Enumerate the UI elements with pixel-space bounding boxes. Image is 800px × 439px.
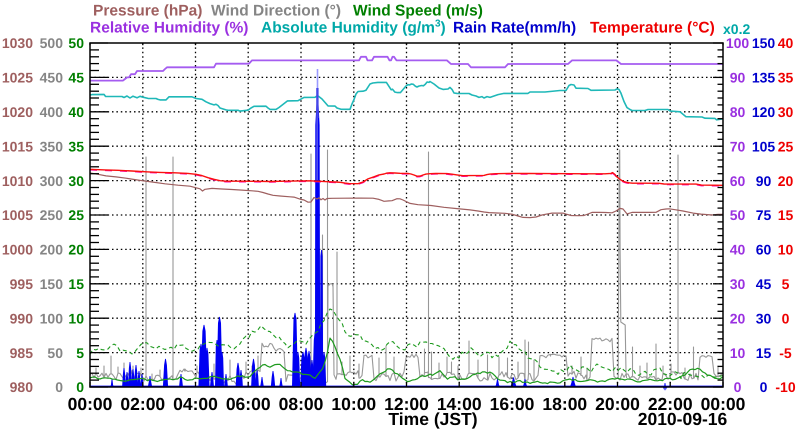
svg-text:50: 50 bbox=[68, 35, 84, 51]
svg-text:04:00: 04:00 bbox=[173, 394, 218, 414]
svg-text:75: 75 bbox=[756, 207, 772, 223]
svg-text:-5: -5 bbox=[779, 345, 792, 361]
svg-text:10: 10 bbox=[730, 345, 746, 361]
svg-text:20: 20 bbox=[730, 310, 746, 326]
svg-text:60: 60 bbox=[756, 242, 772, 258]
svg-text:90: 90 bbox=[730, 70, 746, 86]
svg-text:06:00: 06:00 bbox=[226, 394, 271, 414]
svg-text:02:00: 02:00 bbox=[120, 394, 165, 414]
svg-text:Absolute Humidity (g/m3): Absolute Humidity (g/m3) bbox=[261, 19, 446, 37]
svg-text:45: 45 bbox=[756, 276, 772, 292]
svg-text:5: 5 bbox=[782, 276, 790, 292]
svg-text:120: 120 bbox=[752, 104, 776, 120]
svg-text:18:00: 18:00 bbox=[542, 394, 587, 414]
svg-text:100: 100 bbox=[40, 310, 64, 326]
svg-text:350: 350 bbox=[40, 138, 64, 154]
svg-text:980: 980 bbox=[10, 379, 34, 395]
svg-text:990: 990 bbox=[10, 310, 34, 326]
svg-text:1005: 1005 bbox=[2, 207, 33, 223]
svg-text:5: 5 bbox=[76, 345, 84, 361]
svg-text:135: 135 bbox=[752, 70, 776, 86]
svg-text:30: 30 bbox=[730, 276, 746, 292]
svg-text:50: 50 bbox=[730, 207, 746, 223]
svg-text:70: 70 bbox=[730, 138, 746, 154]
svg-text:105: 105 bbox=[752, 138, 776, 154]
svg-text:08:00: 08:00 bbox=[279, 394, 324, 414]
svg-text:10: 10 bbox=[68, 310, 84, 326]
svg-text:150: 150 bbox=[40, 276, 64, 292]
svg-text:400: 400 bbox=[40, 104, 64, 120]
svg-text:12:00: 12:00 bbox=[384, 394, 429, 414]
svg-text:Relative Humidity (%): Relative Humidity (%) bbox=[90, 20, 248, 37]
svg-text:150: 150 bbox=[752, 35, 776, 51]
svg-text:20: 20 bbox=[778, 173, 794, 189]
svg-text:25: 25 bbox=[68, 207, 84, 223]
svg-text:0: 0 bbox=[55, 379, 63, 395]
svg-text:40: 40 bbox=[778, 35, 794, 51]
svg-text:Wind Speed (m/s): Wind Speed (m/s) bbox=[353, 3, 483, 20]
svg-text:200: 200 bbox=[40, 242, 64, 258]
svg-text:35: 35 bbox=[778, 70, 794, 86]
svg-text:60: 60 bbox=[730, 173, 746, 189]
svg-text:985: 985 bbox=[10, 345, 34, 361]
svg-text:250: 250 bbox=[40, 207, 64, 223]
svg-text:45: 45 bbox=[68, 70, 84, 86]
svg-text:500: 500 bbox=[40, 35, 64, 51]
svg-text:0: 0 bbox=[76, 379, 84, 395]
svg-text:15: 15 bbox=[756, 345, 772, 361]
svg-text:16:00: 16:00 bbox=[490, 394, 535, 414]
svg-text:1030: 1030 bbox=[2, 35, 33, 51]
svg-text:Pressure (hPa): Pressure (hPa) bbox=[93, 3, 202, 20]
svg-text:1020: 1020 bbox=[2, 104, 33, 120]
svg-text:1010: 1010 bbox=[2, 173, 33, 189]
svg-text:10:00: 10:00 bbox=[331, 394, 376, 414]
svg-text:50: 50 bbox=[47, 345, 63, 361]
svg-text:22:00: 22:00 bbox=[648, 394, 693, 414]
svg-text:1000: 1000 bbox=[2, 242, 33, 258]
svg-text:Temperature (°C): Temperature (°C) bbox=[590, 20, 715, 37]
svg-text:10: 10 bbox=[778, 242, 794, 258]
svg-text:40: 40 bbox=[730, 242, 746, 258]
svg-text:90: 90 bbox=[756, 173, 772, 189]
svg-text:80: 80 bbox=[730, 104, 746, 120]
svg-text:30: 30 bbox=[756, 310, 772, 326]
svg-text:100: 100 bbox=[726, 35, 750, 51]
svg-text:30: 30 bbox=[68, 173, 84, 189]
svg-text:40: 40 bbox=[68, 104, 84, 120]
svg-text:2010-09-16: 2010-09-16 bbox=[638, 409, 728, 429]
svg-text:-10: -10 bbox=[775, 379, 795, 395]
svg-text:Time (JST): Time (JST) bbox=[388, 409, 477, 429]
svg-text:30: 30 bbox=[778, 104, 794, 120]
svg-text:00:00: 00:00 bbox=[68, 394, 113, 414]
svg-text:20: 20 bbox=[68, 242, 84, 258]
svg-text:450: 450 bbox=[40, 70, 64, 86]
svg-text:35: 35 bbox=[68, 138, 84, 154]
svg-text:25: 25 bbox=[778, 138, 794, 154]
svg-text:0: 0 bbox=[734, 379, 742, 395]
svg-text:14:00: 14:00 bbox=[437, 394, 482, 414]
svg-text:15: 15 bbox=[778, 207, 794, 223]
svg-text:0: 0 bbox=[760, 379, 768, 395]
svg-text:0: 0 bbox=[782, 310, 790, 326]
svg-text:Wind Direction (°): Wind Direction (°) bbox=[211, 3, 341, 20]
svg-text:995: 995 bbox=[10, 276, 34, 292]
svg-text:x0.2: x0.2 bbox=[723, 21, 750, 37]
svg-text:20:00: 20:00 bbox=[595, 394, 640, 414]
svg-text:Rain Rate(mm/h): Rain Rate(mm/h) bbox=[453, 20, 576, 37]
svg-text:00:00: 00:00 bbox=[701, 394, 746, 414]
svg-text:300: 300 bbox=[40, 173, 64, 189]
svg-text:1015: 1015 bbox=[2, 138, 33, 154]
svg-text:15: 15 bbox=[68, 276, 84, 292]
svg-text:1025: 1025 bbox=[2, 70, 33, 86]
